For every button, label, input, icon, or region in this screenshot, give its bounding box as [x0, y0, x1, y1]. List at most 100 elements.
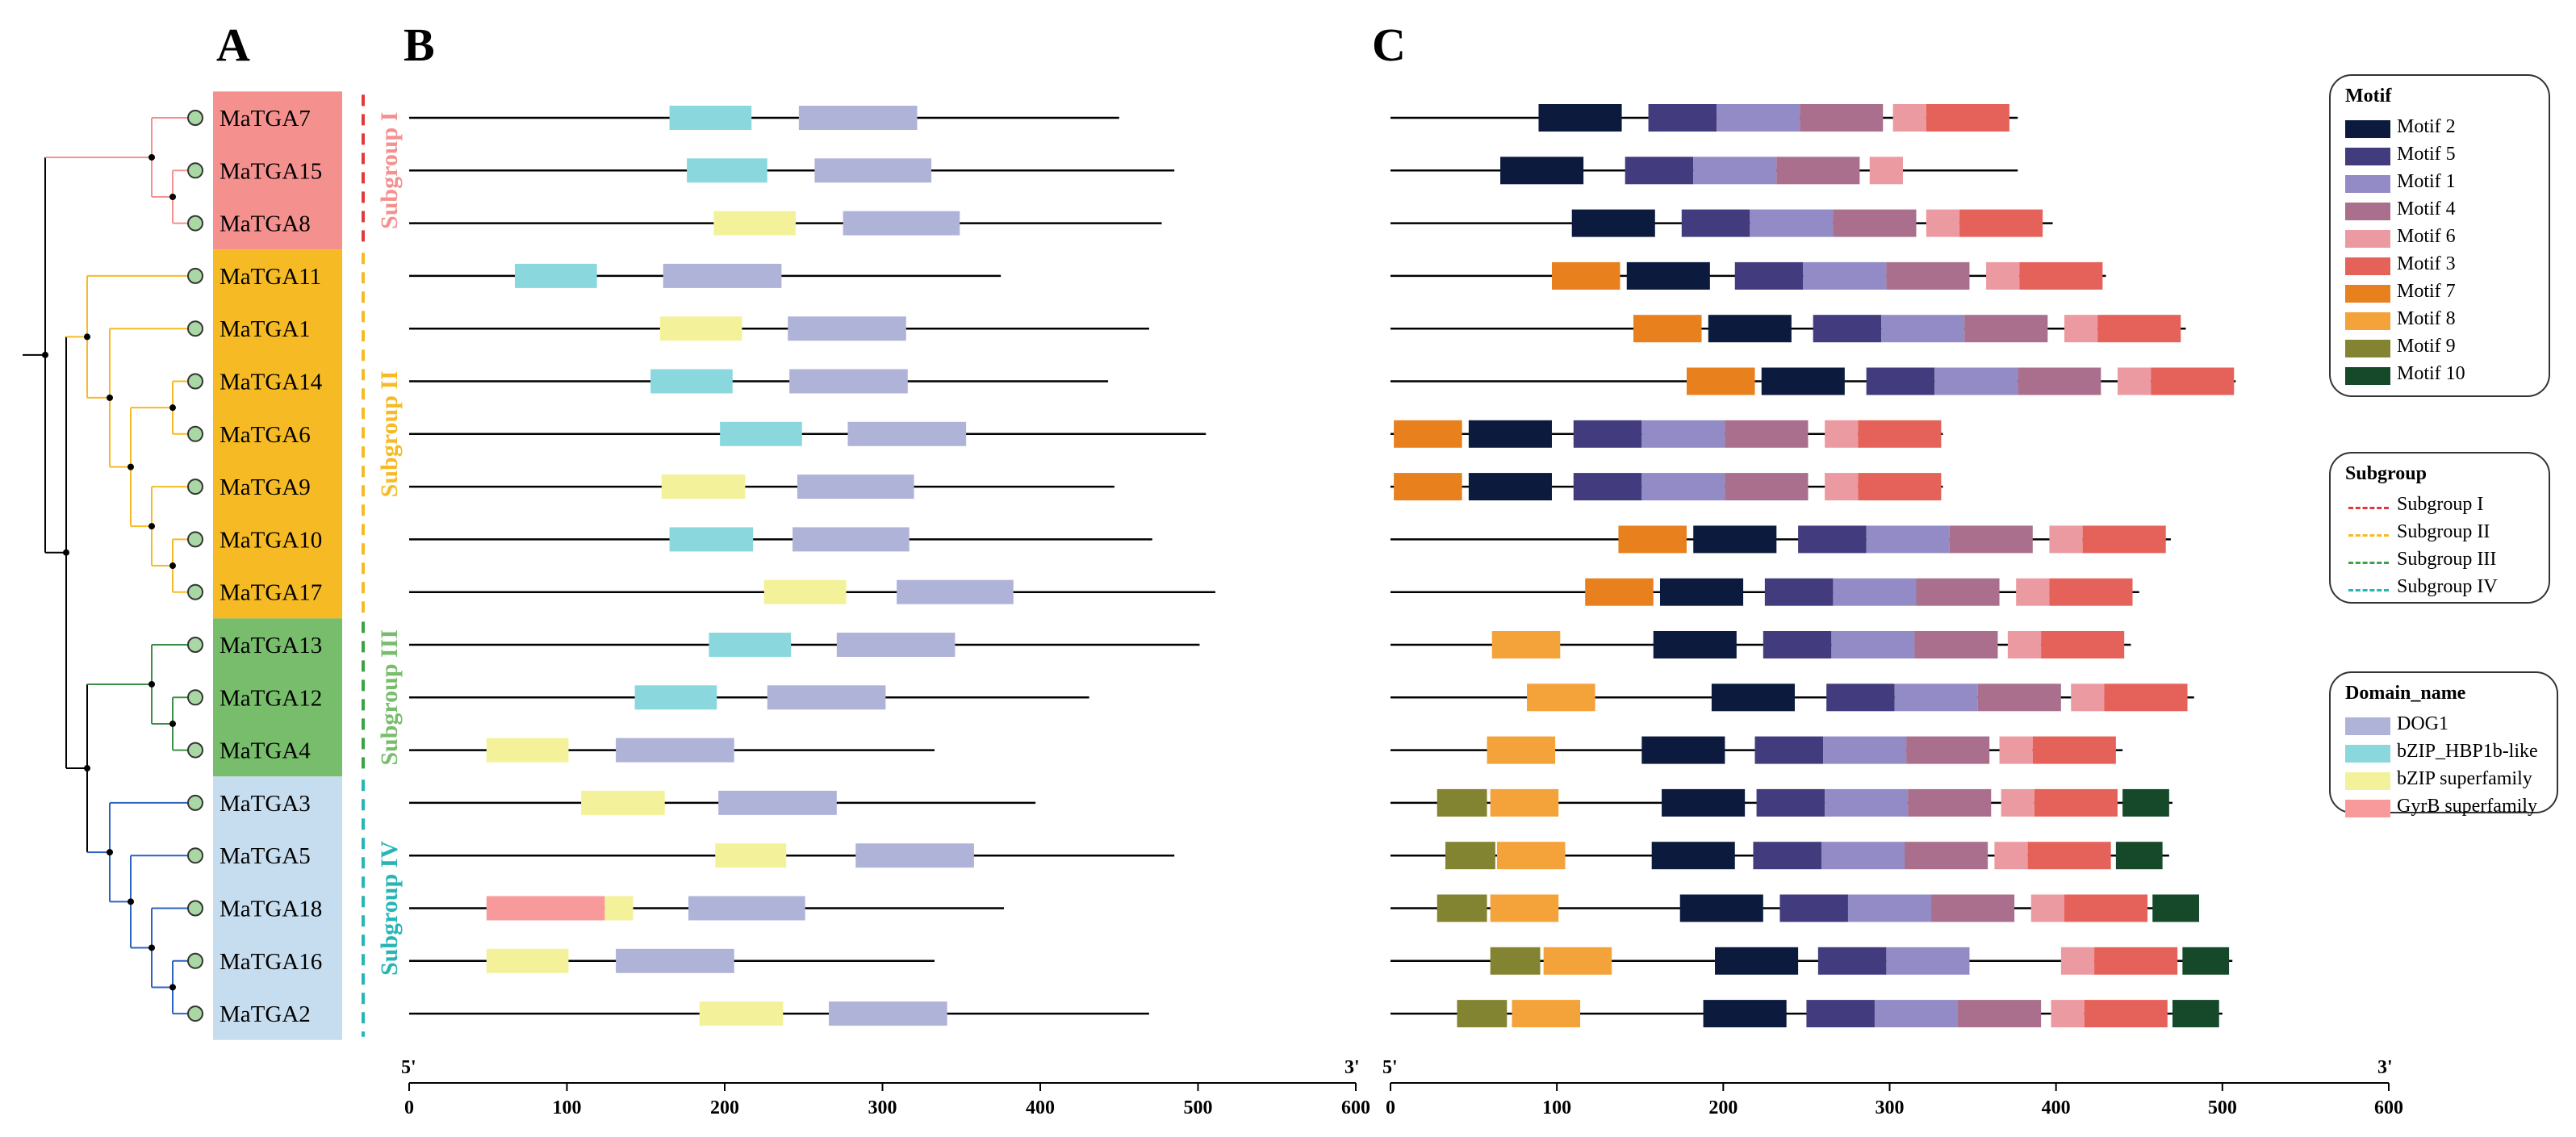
domain-dog1 — [616, 738, 734, 763]
leaf-node — [187, 373, 203, 390]
gene-label: MaTGA2 — [220, 1001, 311, 1027]
motif-three-prime-label: 3' — [2377, 1057, 2393, 1078]
gene-label: MaTGA4 — [220, 738, 311, 764]
motif-motif-2 — [1708, 315, 1792, 343]
domain-bzip-superfamily — [715, 843, 787, 868]
motif-motif-5 — [1573, 473, 1642, 501]
domain-tick-label: 100 — [553, 1097, 582, 1118]
motif-tick-label: 600 — [2374, 1097, 2403, 1118]
motif-motif-6 — [2117, 367, 2152, 395]
motif-motif-8 — [1496, 842, 1566, 870]
motif-motif-4 — [1964, 315, 2048, 343]
motif-tick-label: 300 — [1876, 1097, 1905, 1118]
motif-motif-7 — [1394, 420, 1462, 448]
subgroup-block-ii — [213, 249, 342, 619]
gene-label: MaTGA3 — [220, 791, 311, 817]
motif-motif-2 — [1662, 788, 1746, 817]
motif-tick-label: 400 — [2042, 1097, 2071, 1118]
gene-label: MaTGA16 — [220, 949, 322, 975]
legend-swatch — [2345, 230, 2390, 248]
domain-bzip-superfamily — [659, 316, 742, 341]
domain-dog1 — [843, 211, 960, 236]
tree-node — [42, 351, 48, 358]
legend-swatch — [2345, 175, 2390, 193]
leaf-node — [187, 215, 203, 232]
motif-motif-4 — [1905, 842, 1988, 870]
motif-motif-10 — [2182, 947, 2230, 975]
motif-motif-3 — [1858, 473, 1942, 501]
motif-motif-4 — [1908, 788, 1992, 817]
legend-swatch — [2348, 589, 2389, 591]
gene-label: MaTGA12 — [220, 685, 322, 711]
motif-motif-6 — [1999, 736, 2033, 764]
legend-label: Motif 5 — [2397, 144, 2456, 165]
domain-dog1 — [829, 1001, 947, 1026]
motif-motif-2 — [1500, 157, 1584, 185]
subgroup-label-iv: Subgroup IV — [376, 841, 403, 976]
motif-motif-10 — [2122, 788, 2169, 817]
motif-motif-4 — [1776, 157, 1860, 185]
motif-motif-1 — [1641, 473, 1725, 501]
legend-label: GyrB superfamily — [2397, 796, 2537, 817]
leaf-node — [187, 110, 203, 126]
subgroup-block-i — [213, 91, 342, 250]
domain-bzip-superfamily — [604, 896, 634, 921]
tree-node — [169, 404, 176, 412]
motif-motif-1 — [1881, 315, 1965, 343]
motif-motif-4 — [1916, 578, 2000, 606]
gene-label: MaTGA11 — [220, 264, 321, 290]
motif-motif-1 — [1823, 736, 1907, 764]
domain-dog1 — [688, 896, 805, 921]
motif-motif-6 — [2071, 683, 2105, 712]
domain-bzip-hbp1b-like — [650, 369, 733, 394]
gene-label: MaTGA1 — [220, 316, 311, 342]
motif-motif-5 — [1753, 842, 1821, 870]
motif-motif-6 — [1926, 209, 1960, 237]
motif-motif-7 — [1551, 261, 1620, 290]
domain-tick-label: 500 — [1184, 1097, 1213, 1118]
motif-motif-1 — [1821, 842, 1905, 870]
motif-motif-10 — [2152, 894, 2199, 922]
tree-node — [169, 720, 176, 727]
domain-bzip-superfamily — [763, 579, 847, 604]
leaf-node — [187, 479, 203, 495]
motif-motif-3 — [1858, 420, 1942, 448]
gene-label: MaTGA18 — [220, 897, 322, 922]
motif-motif-3 — [2084, 1000, 2168, 1028]
motif-motif-9 — [1490, 947, 1541, 975]
domain-bzip-superfamily — [661, 474, 746, 500]
legend-label: Motif 3 — [2397, 253, 2456, 274]
motif-motif-4 — [1800, 104, 1884, 132]
tree-node — [107, 849, 113, 856]
motif-motif-2 — [1651, 842, 1735, 870]
domain-bzip-superfamily — [486, 738, 569, 763]
motif-motif-5 — [1756, 788, 1825, 817]
motif-motif-4 — [1949, 525, 2033, 554]
legend-label: bZIP_HBP1b-like — [2397, 741, 2538, 762]
domain-dog1 — [792, 527, 910, 552]
subgroup-legend: Subgroup Subgroup I Subgroup II Subgroup I… — [2329, 452, 2550, 604]
motif-motif-8 — [1487, 736, 1556, 764]
motif-motif-3 — [2151, 367, 2235, 395]
motif-motif-5 — [1754, 736, 1824, 764]
motif-motif-2 — [1653, 631, 1737, 658]
motif-motif-2 — [1715, 947, 1799, 975]
motif-motif-6 — [2007, 631, 2042, 658]
domain-bzip-hbp1b-like — [687, 158, 767, 183]
gene-label: MaTGA7 — [220, 106, 311, 132]
domain-bzip-hbp1b-like — [669, 527, 754, 552]
tree-node — [169, 562, 176, 570]
motif-motif-6 — [1825, 420, 1859, 448]
motif-motif-3 — [2041, 631, 2125, 658]
domain-bzip-superfamily — [713, 211, 796, 236]
motif-motif-1 — [1803, 261, 1887, 290]
tree-node — [148, 680, 155, 688]
motif-motif-8 — [1543, 947, 1612, 975]
motif-motif-6 — [1892, 104, 1926, 132]
motif-motif-6 — [2001, 788, 2034, 817]
domain-dog1 — [814, 158, 932, 183]
gene-label: MaTGA13 — [220, 633, 322, 658]
motif-motif-3 — [2082, 525, 2166, 554]
motif-motif-5 — [1826, 683, 1895, 712]
domain-bzip-hbp1b-like — [720, 421, 802, 446]
